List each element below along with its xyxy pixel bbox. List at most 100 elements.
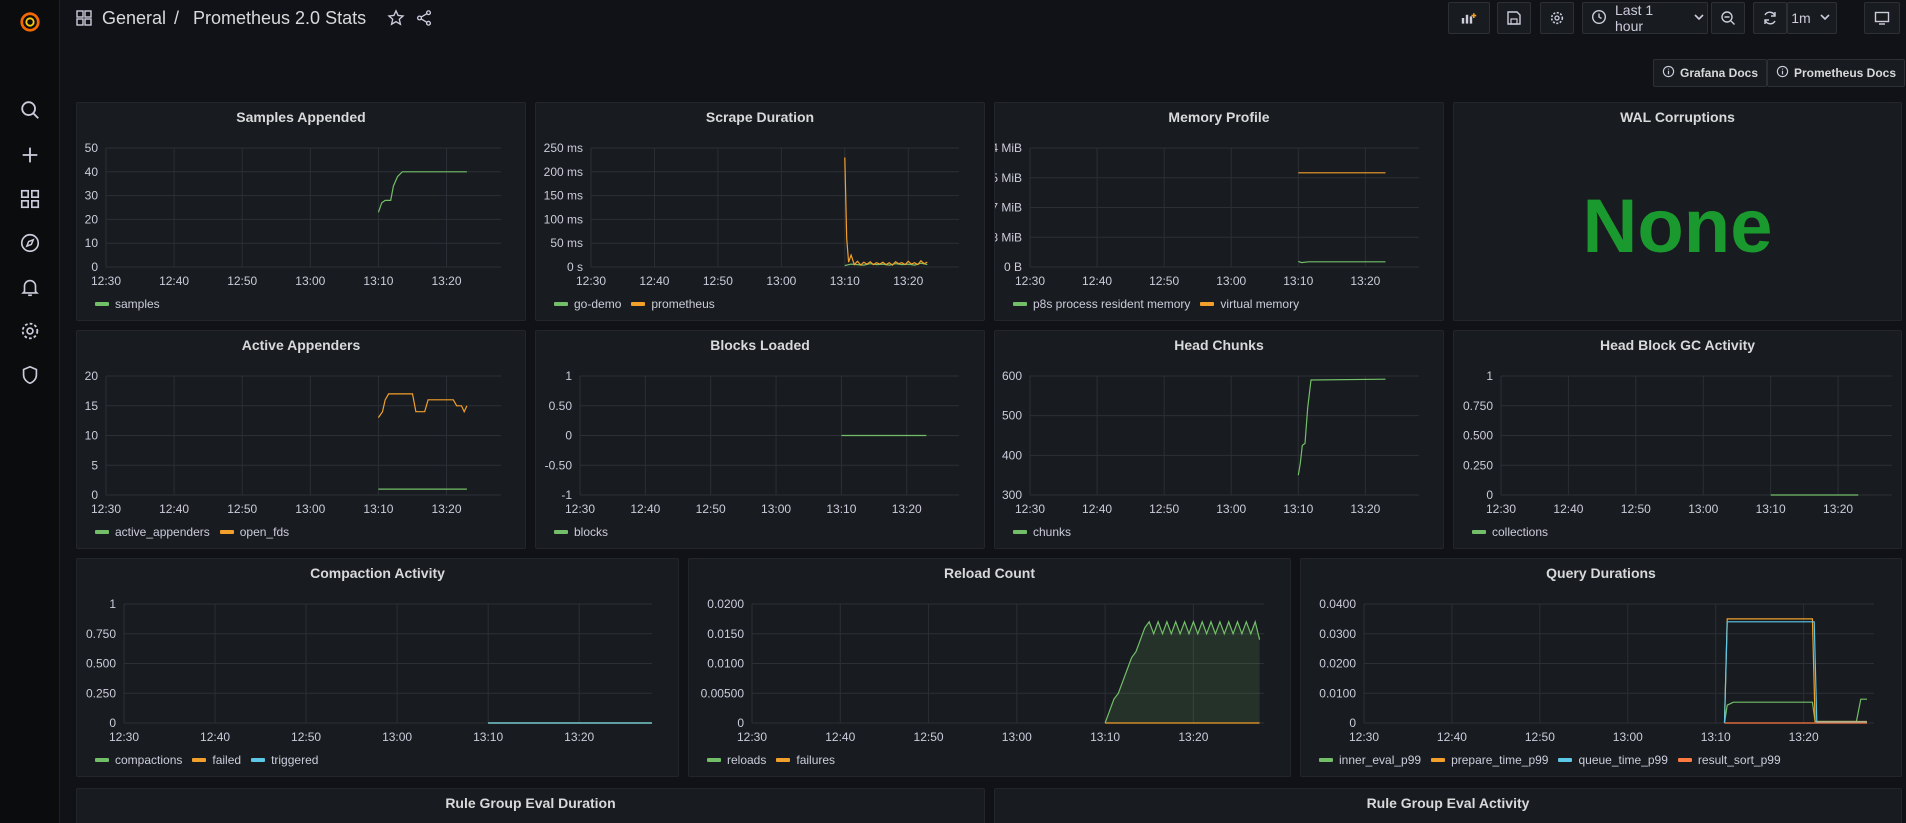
grafana-logo[interactable] <box>16 8 44 36</box>
legend-label: blocks <box>574 525 609 539</box>
chart-legend: reloads failures <box>707 753 835 767</box>
time-range-label: Last 1 hour <box>1615 2 1654 34</box>
star-icon[interactable] <box>387 9 405 32</box>
chart-legend: chunks <box>1013 525 1071 539</box>
legend-item[interactable]: failed <box>192 753 241 767</box>
panel-reload-count[interactable]: Reload Count 0 0.00500 0.0100 0.0150 0.0200 12… <box>688 558 1291 777</box>
legend-swatch <box>1013 530 1027 534</box>
x-tick-label: 12:30 <box>1349 730 1379 744</box>
legend-label: triggered <box>271 753 319 767</box>
legend-item[interactable]: prometheus <box>631 297 715 311</box>
legend-label: p8s process resident memory <box>1033 297 1191 311</box>
share-icon[interactable] <box>415 9 433 32</box>
plus-icon[interactable] <box>18 143 42 167</box>
legend-swatch <box>95 530 109 534</box>
y-tick-label: 715 MiB <box>995 171 1022 185</box>
panel-active-appenders[interactable]: Active Appenders 0 5 10 15 20 12:30 12:40 12:50 1… <box>76 330 526 549</box>
panel-compaction-activity[interactable]: Compaction Activity 0 0.250 0.500 0.750 1 12:3… <box>76 558 679 777</box>
dashboards-icon[interactable] <box>18 187 42 211</box>
x-tick-label: 13:20 <box>1823 502 1853 516</box>
panel-blocks-loaded[interactable]: Blocks Loaded -1 -0.50 0 0.50 1 12:30 12:40 12:5… <box>535 330 985 549</box>
legend-item[interactable]: go-demo <box>554 297 621 311</box>
legend-item[interactable]: queue_time_p99 <box>1558 753 1668 767</box>
y-tick-label: 0.750 <box>86 627 116 641</box>
legend-item[interactable]: blocks <box>554 525 608 539</box>
series-line-inner-eval-p99 <box>1723 698 1867 724</box>
prometheus-docs-link[interactable]: Prometheus Docs <box>1767 59 1906 87</box>
panel-rule-group-eval-duration[interactable]: Rule Group Eval Duration <box>76 788 985 823</box>
y-tick-label: 954 MiB <box>995 141 1022 155</box>
zoom-out-button[interactable] <box>1711 2 1745 34</box>
chevron-down-icon <box>1691 9 1707 28</box>
tv-mode-button[interactable] <box>1864 2 1900 34</box>
panel-scrape-duration[interactable]: Scrape Duration 0 s 50 ms 100 ms 150 ms 200 m… <box>535 102 985 321</box>
y-tick-label: 0.50 <box>549 399 573 413</box>
panel-head-block-gc-activity[interactable]: Head Block GC Activity 0 0.250 0.500 0.750 1 1… <box>1453 330 1902 549</box>
y-tick-label: 0.500 <box>1463 429 1493 443</box>
dashboard-settings-button[interactable] <box>1540 2 1574 34</box>
save-dashboard-button[interactable] <box>1497 2 1531 34</box>
x-tick-label: 12:40 <box>159 274 189 288</box>
panel-title: Head Chunks <box>1174 337 1264 353</box>
x-tick-label: 13:00 <box>295 274 325 288</box>
refresh-interval-picker[interactable]: 1m <box>1787 2 1837 34</box>
panel-wal-corruptions[interactable]: WAL Corruptions None <box>1453 102 1902 321</box>
y-tick-label: 10 <box>85 236 99 250</box>
legend-item[interactable]: chunks <box>1013 525 1071 539</box>
legend-item[interactable]: active_appenders <box>95 525 210 539</box>
panel-query-durations[interactable]: Query Durations 0 0.0100 0.0200 0.0300 0.0400… <box>1300 558 1902 777</box>
explore-icon[interactable] <box>18 231 42 255</box>
chart-legend: collections <box>1472 525 1548 539</box>
legend-label: open_fds <box>239 525 290 539</box>
legend-label: prometheus <box>651 297 715 311</box>
y-tick-label: 50 ms <box>550 236 583 250</box>
legend-item[interactable]: failures <box>776 753 835 767</box>
x-tick-label: 12:30 <box>1486 502 1516 516</box>
legend-item[interactable]: collections <box>1472 525 1548 539</box>
panel-memory-profile[interactable]: Memory Profile 0 B 238 MiB 477 MiB 715 MiB 95… <box>994 102 1444 321</box>
legend-item[interactable]: result_sort_p99 <box>1677 753 1781 767</box>
series-line-p8s-process-resident-memory <box>1298 260 1386 264</box>
legend-item[interactable]: virtual memory <box>1200 297 1299 311</box>
settings-icon[interactable] <box>18 319 42 343</box>
shield-icon[interactable] <box>18 363 42 387</box>
page-title[interactable]: Prometheus 2.0 Stats <box>193 8 367 28</box>
x-tick-label: 13:10 <box>1283 274 1313 288</box>
x-tick-label: 13:10 <box>473 730 503 744</box>
legend-swatch <box>1319 758 1333 762</box>
panel-head-chunks[interactable]: Head Chunks 300 400 500 600 12:30 12:40 12:50 13… <box>994 330 1444 549</box>
breadcrumb-separator: / <box>174 8 180 28</box>
panel-rule-group-eval-activity[interactable]: Rule Group Eval Activity <box>994 788 1902 823</box>
time-range-picker[interactable]: Last 1 hour <box>1582 2 1708 34</box>
refresh-button[interactable] <box>1753 2 1787 34</box>
x-tick-label: 13:10 <box>1283 502 1313 516</box>
chart-legend: blocks <box>554 525 608 539</box>
legend-item[interactable]: compactions <box>95 753 182 767</box>
alerting-icon[interactable] <box>18 275 42 299</box>
search-icon[interactable] <box>18 98 42 122</box>
legend-item[interactable]: open_fds <box>219 525 290 539</box>
y-tick-label: 0.0150 <box>707 627 744 641</box>
breadcrumb-folder[interactable]: General <box>102 8 167 28</box>
y-tick-label: 20 <box>85 369 99 383</box>
add-panel-button[interactable] <box>1448 2 1490 34</box>
y-tick-label: 0.750 <box>1463 399 1493 413</box>
legend-item[interactable]: samples <box>95 297 160 311</box>
x-tick-label: 12:50 <box>227 274 257 288</box>
dashboards-grid-icon <box>76 10 92 31</box>
panel-title: Blocks Loaded <box>710 337 810 353</box>
legend-item[interactable]: triggered <box>251 753 318 767</box>
info-icon <box>1662 65 1675 81</box>
grafana-docs-link[interactable]: Grafana Docs <box>1653 59 1768 87</box>
x-tick-label: 13:10 <box>363 274 393 288</box>
y-tick-label: 1 <box>109 597 116 611</box>
x-tick-label: 13:10 <box>1701 730 1731 744</box>
y-tick-label: 0.0200 <box>1319 657 1356 671</box>
legend-item[interactable]: p8s process resident memory <box>1013 297 1190 311</box>
y-tick-label: 600 <box>1002 369 1022 383</box>
panel-samples-appended[interactable]: Samples Appended 0 10 20 30 40 50 12:30 12:40 12:… <box>76 102 526 321</box>
legend-item[interactable]: reloads <box>707 753 766 767</box>
legend-item[interactable]: prepare_time_p99 <box>1431 753 1548 767</box>
legend-item[interactable]: inner_eval_p99 <box>1319 753 1421 767</box>
x-tick-label: 12:40 <box>200 730 230 744</box>
